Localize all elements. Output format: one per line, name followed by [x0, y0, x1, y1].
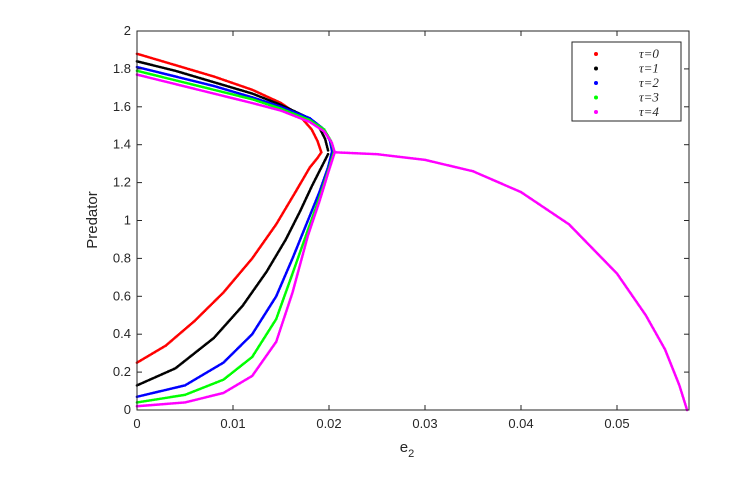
y-tick-label: 0.6 [113, 288, 131, 303]
x-tick-label: 0.01 [220, 416, 245, 431]
legend-box [571, 41, 682, 122]
x-tick-label: 0 [133, 416, 140, 431]
data-point [320, 150, 323, 154]
data-marks [135, 52, 689, 412]
legend-entry-label: τ=2 [639, 75, 659, 90]
y-tick-label: 1.8 [113, 61, 131, 76]
data-point [326, 152, 330, 156]
y-tick-label: 1.6 [113, 99, 131, 114]
x-axis-label: e2 [400, 439, 414, 460]
legend-marker [594, 95, 598, 100]
y-tick-label: 2 [124, 23, 131, 38]
legend-entry-label: τ=3 [639, 90, 659, 105]
y-axis-ticks: 0 0.2 0.4 0.6 0.8 1 1.2 1.4 1.6 1.8 2 [113, 23, 689, 417]
series-3-upper-branch [135, 69, 336, 152]
x-axis-ticks: 0 0.01 0.02 0.03 0.04 0.05 [133, 31, 630, 431]
series-2-upper-branch [135, 65, 334, 152]
legend-marker [594, 110, 598, 114]
y-tick-label: 0.4 [113, 326, 131, 341]
x-tick-label: 0.02 [316, 416, 341, 431]
y-tick-label: 0.8 [113, 250, 131, 265]
series-4-upper-branch [135, 73, 337, 154]
y-tick-label: 0 [124, 402, 131, 417]
legend-marker [594, 66, 598, 71]
y-axis-label: Predator [84, 191, 101, 249]
legend: τ=0τ=1τ=2τ=3τ=4 [571, 41, 682, 122]
y-tick-label: 1 [124, 213, 131, 228]
y-tick-label: 0.2 [113, 364, 131, 379]
x-axis-label-subscript: 2 [408, 448, 414, 460]
y-tick-label: 1.2 [113, 175, 131, 190]
interior-equilibrium-branch [333, 150, 689, 412]
data-point [326, 149, 330, 152]
legend-marker [594, 52, 598, 56]
x-tick-label: 0.03 [412, 416, 437, 431]
legend-entry-label: τ=1 [639, 61, 659, 76]
legend-entry-label: τ=0 [639, 46, 659, 61]
x-axis-label-main: e [400, 439, 408, 456]
series-0-lower-branch [135, 150, 323, 364]
series-1-lower-branch [135, 152, 330, 387]
legend-marker [594, 81, 598, 85]
legend-entry-label: τ=4 [639, 104, 659, 119]
x-tick-label: 0.04 [508, 416, 533, 431]
x-tick-label: 0.05 [604, 416, 629, 431]
y-tick-label: 1.4 [113, 137, 131, 152]
series-2-lower-branch [135, 150, 334, 399]
